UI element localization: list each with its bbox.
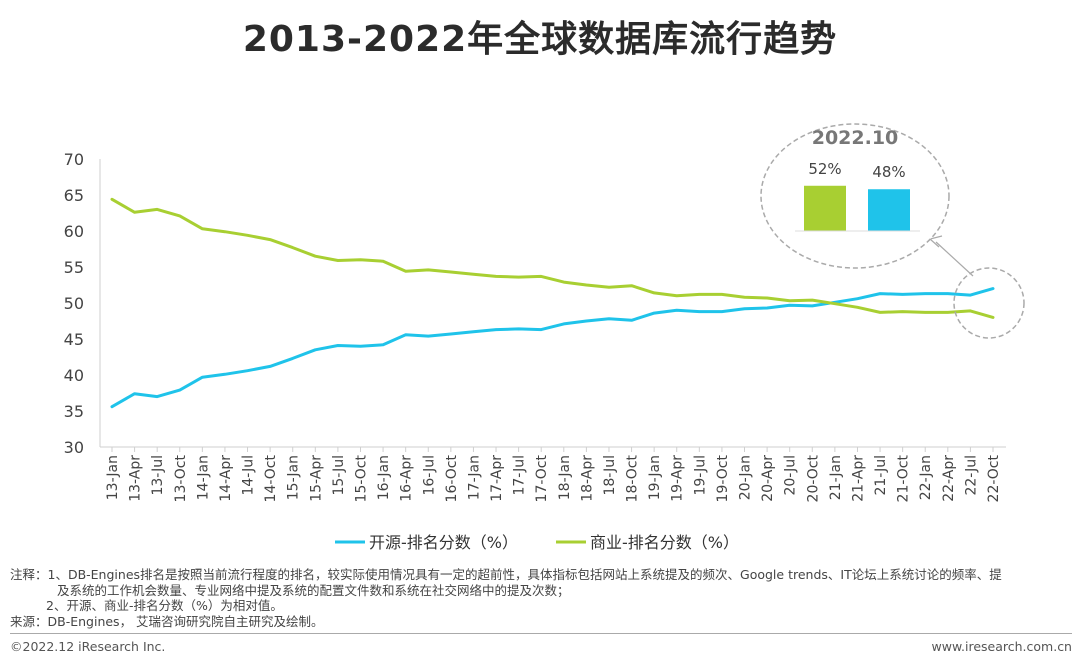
x-tick-label: 22-Oct — [986, 454, 1002, 502]
legend-open-source-label: 开源-排名分数（%） — [369, 533, 518, 552]
callout-label-commercial: 48% — [872, 163, 905, 181]
footer-divider — [10, 633, 1072, 634]
x-tick-label: 21-Oct — [896, 454, 912, 502]
x-tick-label: 22-Jan — [918, 455, 934, 500]
open-source-series-line — [110, 287, 995, 409]
highlight-circle — [953, 267, 1025, 339]
x-tick-label: 19-Oct — [715, 454, 731, 502]
y-tick-label: 30 — [64, 438, 84, 457]
x-tick-label: 16-Jan — [376, 455, 392, 500]
x-tick-label: 13-Jul — [150, 455, 166, 496]
x-tick-label: 19-Jan — [647, 455, 663, 500]
source-line: 来源：DB-Engines， 艾瑞咨询研究院自主研究及绘制。 — [10, 613, 324, 629]
x-tick-label: 15-Jan — [286, 455, 302, 500]
x-tick-label: 13-Jan — [105, 455, 121, 500]
y-tick-label: 65 — [64, 186, 84, 205]
x-tick-label: 18-Jul — [602, 455, 618, 496]
callout-connector — [935, 241, 974, 277]
callout-bar-commercial — [868, 189, 910, 231]
x-tick-label: 14-Oct — [263, 454, 279, 502]
x-tick-label: 20-Jan — [738, 455, 754, 500]
x-tick-label: 14-Apr — [218, 455, 234, 502]
y-tick-label: 60 — [64, 222, 84, 241]
callout-title: 2022.10 — [812, 127, 899, 149]
x-tick-label: 15-Oct — [353, 454, 369, 502]
x-tick-label: 14-Jan — [195, 455, 211, 500]
x-tick-label: 17-Jan — [466, 455, 482, 500]
x-tick-label: 13-Oct — [173, 454, 189, 502]
x-tick-label: 20-Apr — [760, 455, 776, 502]
x-tick-label: 16-Apr — [399, 455, 415, 502]
x-tick-label: 15-Jul — [331, 455, 347, 496]
x-tick-label: 22-Jul — [963, 455, 979, 496]
note-line-3: 2、开源、商业-排名分数（%）为相对值。 — [46, 598, 283, 613]
y-tick-label: 45 — [64, 330, 84, 349]
y-tick-label: 40 — [64, 366, 84, 385]
x-tick-label: 18-Apr — [579, 455, 595, 502]
page-title: 2013-2022年全球数据库流行趋势 — [242, 19, 838, 60]
callout-bubble — [760, 123, 950, 269]
x-tick-label: 17-Jul — [512, 455, 528, 496]
x-tick-label: 18-Oct — [625, 454, 641, 502]
x-tick-label: 13-Apr — [128, 455, 144, 502]
notes: 注释：1、DB-Engines排名是按照当前流行程度的排名，较实际使用情况具有一… — [10, 567, 1072, 629]
x-tick-label: 15-Apr — [308, 455, 324, 502]
y-tick-label: 35 — [64, 402, 84, 421]
y-tick-label: 70 — [64, 150, 84, 169]
x-tick-label: 19-Apr — [670, 455, 686, 502]
y-tick-label: 55 — [64, 258, 84, 277]
x-tick-label: 20-Oct — [805, 454, 821, 502]
commercial-series-line — [110, 197, 995, 319]
callout-label-open-source: 52% — [808, 160, 841, 178]
note-line-1: 注释：1、DB-Engines排名是按照当前流行程度的排名，较实际使用情况具有一… — [10, 567, 1002, 582]
x-tick-label: 14-Jul — [241, 455, 257, 496]
website-link[interactable]: www.iresearch.com.cn — [931, 639, 1073, 654]
x-tick-label: 21-Apr — [850, 455, 866, 502]
x-tick-label: 21-Jul — [873, 455, 889, 496]
x-tick-label: 17-Apr — [489, 455, 505, 502]
callout-bar-open-source — [804, 185, 846, 231]
note-line-2: 及系统的工作机会数量、专业网络中提及系统的配置文件数和系统在社交网络中的提及次数… — [57, 582, 570, 598]
x-tick-label: 16-Jul — [421, 455, 437, 496]
x-tick-label: 21-Jan — [828, 455, 844, 500]
line-chart: 30 35 40 45 50 55 60 65 70 13-Jan 13-Apr 13-Jul 13-O… — [64, 123, 1025, 552]
x-tick-label: 18-Jan — [557, 455, 573, 500]
x-tick-label: 19-Jul — [692, 455, 708, 496]
y-tick-label: 50 — [64, 294, 84, 313]
legend-commercial-label: 商业-排名分数（%） — [590, 533, 739, 552]
x-tick-label: 17-Oct — [534, 454, 550, 502]
x-tick-label: 20-Jul — [783, 455, 799, 496]
copyright: ©2022.12 iResearch Inc. — [10, 639, 166, 654]
x-tick-label: 22-Apr — [941, 455, 957, 502]
x-tick-label: 16-Oct — [444, 454, 460, 502]
